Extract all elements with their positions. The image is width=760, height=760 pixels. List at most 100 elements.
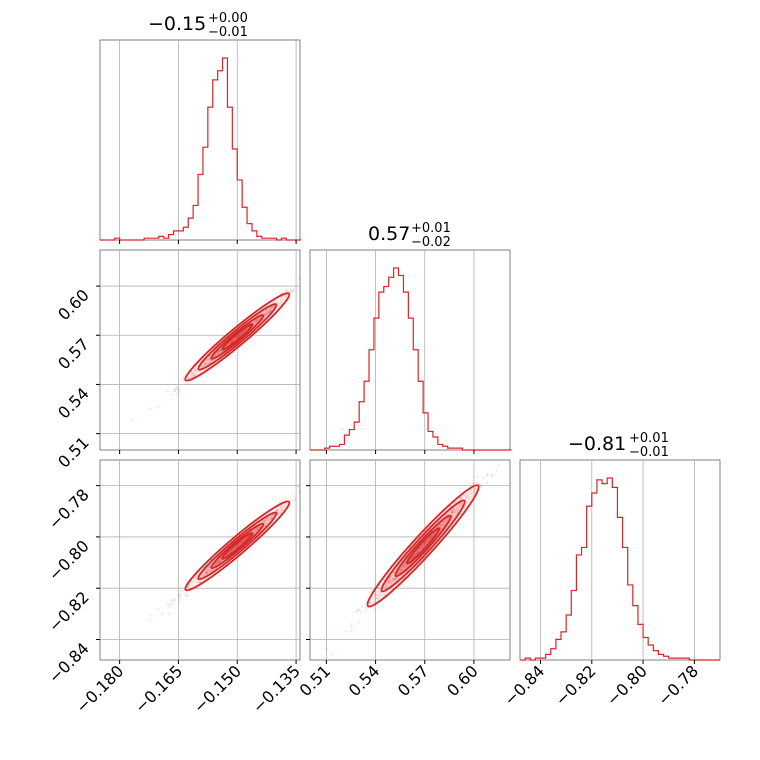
panel-scatter-p0-p1 (99, 249, 301, 451)
scatter-point (229, 341, 232, 344)
contour-level-1 (380, 499, 466, 593)
scatter-point (401, 569, 404, 572)
scatter-point (445, 520, 448, 523)
scatter-point (377, 594, 380, 597)
scatter-point (238, 542, 241, 545)
scatter-point (236, 336, 239, 339)
scatter-point (252, 530, 255, 533)
scatter-point (214, 562, 218, 565)
scatter-point (218, 560, 221, 563)
scatter-point (279, 299, 283, 302)
scatter-point (354, 610, 358, 614)
scatter-point (201, 573, 205, 576)
scatter-point (426, 540, 429, 543)
scatter-point (491, 473, 494, 477)
scatter-point (241, 540, 244, 544)
scatter-point (292, 290, 295, 293)
scatter-point (265, 308, 269, 312)
scatter-point (387, 580, 390, 584)
scatter-point (181, 376, 185, 380)
scatter-point (218, 574, 222, 577)
scatter-point (231, 339, 234, 343)
y-tick-label-p2: −0.78 (45, 485, 93, 533)
scatter-point (214, 561, 218, 565)
scatter-point (279, 508, 283, 512)
scatter-point (148, 407, 152, 411)
scatter-point (411, 554, 415, 558)
scatter-point (219, 558, 223, 562)
scatter-point (485, 473, 489, 476)
scatter-point (242, 539, 246, 542)
scatter-point (156, 405, 159, 409)
scatter-point (240, 332, 243, 335)
y-tick-label-p2: −0.82 (45, 588, 93, 636)
x-tick-label-p2: −0.82 (552, 661, 600, 709)
scatter-point (266, 311, 269, 314)
scatter-point (400, 566, 404, 570)
scatter-point (238, 542, 241, 545)
scatter-point (430, 535, 433, 538)
scatter-point (198, 581, 201, 584)
histogram-line-p1 (310, 267, 512, 451)
scatter-point (268, 310, 271, 314)
scatter-point (254, 529, 258, 532)
scatter-point (173, 389, 177, 392)
scatter-point (177, 593, 180, 596)
scatter-point (232, 546, 236, 550)
scatter-point (242, 539, 245, 542)
scatter-point (275, 300, 278, 304)
scatter-point (425, 540, 429, 543)
scatter-point (203, 362, 206, 365)
scatter-point (297, 277, 301, 281)
scatter-point (399, 570, 402, 573)
scatter-point (465, 501, 469, 504)
histogram-p2 (520, 477, 720, 661)
scatter-point (275, 509, 278, 513)
scatter-point (345, 630, 348, 633)
scatter-point (241, 539, 244, 543)
title-p0: −0.15 +0.00 −0.01 (148, 11, 248, 40)
scatter-point (218, 561, 221, 564)
scatter-point (393, 576, 396, 580)
scatter-point (388, 579, 391, 583)
scatter-point (185, 580, 188, 584)
scatter-point (258, 525, 261, 529)
scatter-point (207, 358, 211, 361)
x-tick-label-p2: −0.78 (654, 661, 702, 709)
scatter-point (271, 305, 275, 308)
scatter-point (262, 520, 265, 524)
scatter-point (194, 374, 197, 377)
title-p1-plus: +0.01 (411, 221, 451, 236)
scatter-point (418, 546, 421, 550)
scatter-point (475, 475, 478, 479)
scatter-point (204, 569, 208, 572)
scatter-point (150, 614, 153, 617)
scatter-point (218, 349, 221, 352)
scatter-point (403, 565, 406, 568)
scatter-point (263, 519, 266, 522)
scatter-point (282, 508, 285, 511)
grid-r2-c1 (310, 460, 510, 660)
scatter-point (264, 310, 267, 313)
scatter-point (148, 618, 151, 621)
x-tick-label-p2: −0.80 (603, 661, 651, 709)
scatter-point (290, 291, 293, 295)
title-p0-plus: +0.00 (208, 11, 248, 26)
scatter-point (463, 505, 467, 509)
scatter-point (430, 536, 433, 539)
scatter-point (205, 571, 208, 575)
scatter-point (428, 537, 431, 541)
scatter-point (256, 527, 259, 531)
scatter-point (458, 491, 462, 494)
scatter-point (403, 566, 406, 569)
scatter-point (454, 510, 457, 514)
scatter-point (255, 320, 259, 323)
y-tick-label-p2: −0.84 (45, 639, 93, 687)
scatter-point (415, 551, 419, 554)
x-tick-label-p1: 0.54 (345, 661, 384, 700)
scatter-point (263, 519, 266, 523)
scatter-point (204, 363, 207, 366)
scatter-point (240, 540, 244, 543)
scatter-point (388, 577, 391, 580)
scatter-point (495, 469, 498, 472)
